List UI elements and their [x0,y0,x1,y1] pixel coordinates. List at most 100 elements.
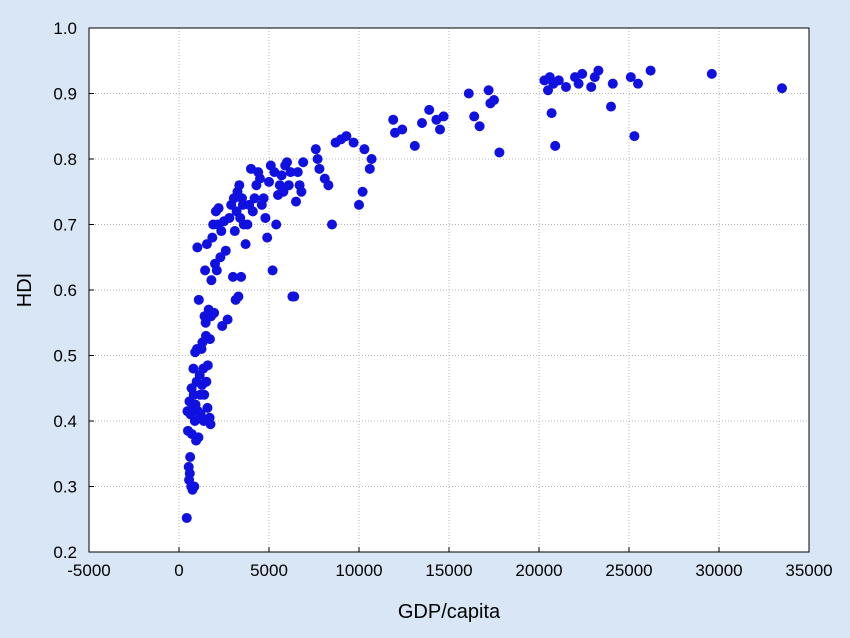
data-point [323,180,334,191]
data-point [267,265,278,276]
y-axis-title: HDI [14,273,36,307]
data-point [229,226,240,237]
data-point [285,167,296,178]
y-tick-label: 0.7 [53,216,77,235]
data-point [262,232,273,243]
data-point [606,101,616,112]
data-point [236,271,247,282]
data-point [193,294,204,305]
data-point [234,180,245,191]
x-tick-label: -5000 [67,561,110,580]
data-point [706,68,717,79]
data-point [312,154,323,164]
data-point [483,85,494,96]
x-tick-label: 35000 [785,561,832,580]
data-point [292,167,303,178]
x-tick-label: 30000 [695,561,742,580]
data-point [276,170,287,181]
y-tick-label: 1.0 [53,19,77,38]
data-point [607,78,618,89]
data-point [348,137,359,148]
data-point [417,117,427,128]
data-points [181,65,787,523]
data-point [216,226,227,237]
data-point [633,78,643,89]
data-point [271,219,282,230]
x-tick-label: 5000 [250,561,288,580]
data-point [206,275,217,286]
data-point [298,157,309,168]
data-point [586,81,597,92]
data-point [424,104,435,115]
data-point [409,140,420,151]
data-point [200,265,211,276]
data-point [184,468,195,479]
data-point [645,65,656,76]
data-point [205,419,216,430]
data-point [561,81,571,92]
data-point [314,163,325,174]
data-point [397,124,408,135]
data-point [291,196,301,207]
y-tick-label: 0.4 [53,412,77,431]
data-point [211,265,222,276]
data-point [189,481,200,492]
gridlines [89,28,809,552]
data-point [222,314,233,325]
x-tick-label: 0 [174,561,183,580]
data-point [341,131,352,142]
data-point [228,271,238,282]
x-tick-label: 20000 [515,561,562,580]
data-point [283,180,294,191]
data-point [474,121,485,132]
data-point [213,203,224,214]
data-point [289,291,300,302]
data-point [249,193,260,204]
data-point [310,144,321,155]
data-point [247,206,258,217]
y-tick-label: 0.2 [53,543,77,562]
data-point [220,245,231,256]
y-tick-label: 0.3 [53,478,77,497]
data-point [573,78,584,89]
data-point [185,452,196,463]
x-tick-label: 10000 [335,561,382,580]
data-point [193,432,204,443]
y-tick-label: 0.6 [53,281,77,300]
data-point [202,402,213,413]
data-point [777,83,787,94]
data-point [192,242,203,253]
data-point [366,154,377,164]
data-point [209,307,220,318]
data-point [629,131,640,142]
tick-labels: -5000 0 5000 10000 15000 20000 25000 30000 35000… [53,19,832,580]
data-point [181,512,192,523]
data-point [438,111,449,122]
data-point [240,239,251,250]
data-point [258,193,269,204]
data-point [553,75,564,86]
x-tick-label: 15000 [425,561,472,580]
data-point [463,88,474,99]
data-point [189,416,200,426]
data-point [593,65,604,76]
data-point [489,95,499,106]
data-point [207,232,218,243]
x-tick-label: 25000 [605,561,652,580]
y-tick-label: 0.8 [53,150,77,169]
data-point [469,111,480,122]
data-point [204,334,215,345]
data-point [264,176,274,187]
data-point [199,389,210,400]
data-point [327,219,337,230]
data-point [364,163,375,174]
data-point [255,173,265,184]
y-tick-label: 0.5 [53,347,77,366]
data-point [202,360,213,371]
data-point [242,219,253,230]
x-axis-title: GDP/capita [398,601,501,623]
data-point [359,144,370,155]
data-point [550,140,561,151]
